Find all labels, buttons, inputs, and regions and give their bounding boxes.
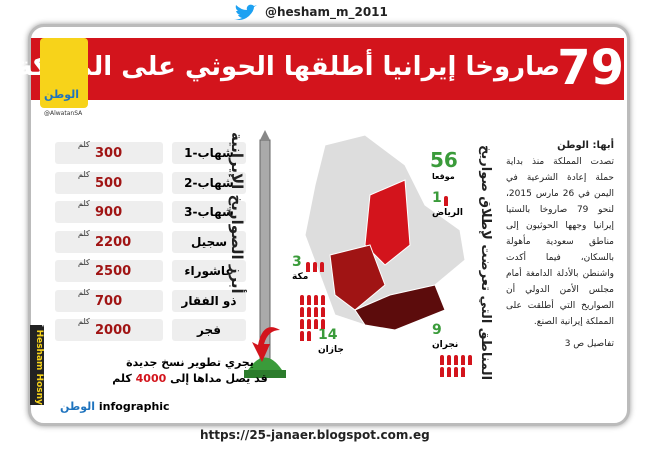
missile-icon bbox=[307, 319, 311, 329]
missile-unit: كلم bbox=[78, 169, 90, 179]
sites-label: موقعا bbox=[432, 172, 455, 181]
footer-logo: الوطن bbox=[60, 400, 96, 413]
logo-handle: @AlwatanSA bbox=[44, 110, 83, 117]
twitter-handle: @hesham_m_2011 bbox=[265, 5, 388, 19]
region-name: جازان bbox=[318, 345, 344, 355]
missile-icon bbox=[314, 307, 318, 317]
missile-range: 900 bbox=[95, 205, 123, 220]
missile-unit: كلم bbox=[78, 199, 90, 208]
development-note: يجري تطوير نسخ جديدة قد يصل مداها إلى 40… bbox=[90, 355, 290, 387]
source-url: https://25-janaer.blogspot.com.eg bbox=[200, 428, 430, 442]
logo-text: الوطن bbox=[44, 88, 80, 101]
note-line: قد يصل مداها إلى 4000 كلم bbox=[90, 371, 290, 387]
watermark-author: Hesham Hosny bbox=[34, 329, 44, 405]
missile-icon bbox=[314, 319, 318, 329]
region-name: مكة bbox=[292, 272, 309, 282]
missile-range-box bbox=[55, 142, 163, 164]
missile-icon bbox=[454, 355, 458, 365]
missile-range: 500 bbox=[95, 175, 123, 191]
missile-name-box: ذو الفقار bbox=[172, 289, 246, 312]
missile-unit: كلم bbox=[78, 317, 90, 326]
missile-icon bbox=[307, 331, 311, 341]
region-name: نجران bbox=[432, 340, 459, 350]
note-range: 4000 bbox=[135, 372, 167, 385]
missile-icon bbox=[300, 331, 304, 341]
missile-range-box bbox=[55, 201, 163, 223]
missile-graphic bbox=[244, 130, 286, 378]
missile-icon bbox=[461, 355, 465, 365]
missile-unit: كلم bbox=[78, 258, 90, 267]
dateline: أبها: الوطن bbox=[557, 140, 614, 151]
missile-icon bbox=[454, 367, 458, 377]
missile-icon bbox=[307, 295, 311, 305]
region-name: الرياض bbox=[432, 208, 463, 218]
headline-number: 79 bbox=[557, 40, 624, 96]
region-count: 3 bbox=[292, 254, 302, 270]
missile-icon bbox=[321, 307, 325, 317]
missile-icon bbox=[320, 262, 324, 272]
missile-icon bbox=[321, 295, 325, 305]
missiles-heading: أبرز الصواريخ الإيرانية bbox=[228, 132, 246, 294]
note-line: يجري تطوير نسخ جديدة bbox=[126, 356, 254, 369]
missile-range: 300 bbox=[95, 146, 123, 161]
article-body: تصدت المملكة منذ بداية حملة إعادة الشرعي… bbox=[506, 157, 615, 327]
missile-icon bbox=[468, 355, 472, 365]
missile-name-box: شهاب-1 bbox=[172, 142, 246, 164]
region-count: 14 bbox=[318, 327, 338, 343]
missile-icon bbox=[300, 319, 304, 329]
missile-range-box bbox=[55, 260, 163, 282]
missile-range: 2200 bbox=[95, 234, 132, 250]
missile-unit: كلم bbox=[78, 287, 90, 297]
missile-name-box: سجيل bbox=[172, 230, 246, 253]
footer-tag: infographic bbox=[98, 400, 170, 413]
missile-icon bbox=[461, 367, 465, 377]
missile-unit: كلم bbox=[78, 140, 90, 149]
watermark-brand: EFTEKASAT bbox=[34, 269, 44, 327]
missile-unit: كلم bbox=[78, 228, 90, 238]
article: أبها: الوطن تصدت المملكة منذ بداية حملة … bbox=[506, 138, 614, 352]
missile-icon bbox=[314, 295, 318, 305]
region-count: 9 bbox=[432, 322, 442, 338]
missile-range: 2000 bbox=[95, 323, 132, 338]
note-unit: كلم bbox=[112, 372, 132, 385]
missile-range: 700 bbox=[95, 293, 123, 309]
regions-heading: المناطق التي تعرضت لإطلاق صواريخ bbox=[478, 145, 493, 381]
missile-icon bbox=[307, 307, 311, 317]
missile-name-box: فجر bbox=[172, 319, 246, 341]
headline: صاروخا إيرانيا أطلقها الحوثي على المملكة bbox=[17, 52, 560, 82]
logo-box bbox=[40, 38, 88, 108]
missile-icon bbox=[313, 262, 317, 272]
missile-name-box: عاشوراء bbox=[172, 260, 246, 282]
missile-icon bbox=[306, 262, 310, 272]
missile-range-box bbox=[55, 171, 163, 194]
missile-range-box bbox=[55, 289, 163, 312]
missile-icon bbox=[447, 367, 451, 377]
twitter-icon bbox=[234, 4, 257, 21]
note-text: قد يصل مداها إلى bbox=[170, 372, 268, 385]
missile-icon bbox=[444, 196, 448, 206]
region-count: 1 bbox=[432, 190, 442, 206]
missile-name-box: شهاب-2 bbox=[172, 171, 246, 194]
header-band bbox=[31, 38, 624, 100]
missile-icon bbox=[300, 307, 304, 317]
missile-range-box bbox=[55, 230, 163, 253]
footer-brand: الوطن infographic bbox=[60, 400, 170, 413]
map bbox=[304, 135, 466, 331]
missile-name-box: شهاب-3 bbox=[172, 201, 246, 223]
missile-icon bbox=[447, 355, 451, 365]
missile-icon bbox=[440, 355, 444, 365]
missile-icon bbox=[321, 319, 325, 329]
missile-range-box bbox=[55, 319, 163, 341]
watermark: EFTEKASAT Hesham Hosny bbox=[30, 269, 44, 405]
missile-range: 2500 bbox=[95, 264, 132, 279]
article-footer: تفاصيل ص 3 bbox=[564, 339, 614, 349]
missile-icon bbox=[300, 295, 304, 305]
sites-count: 56 bbox=[430, 148, 458, 172]
missile-icon bbox=[440, 367, 444, 377]
